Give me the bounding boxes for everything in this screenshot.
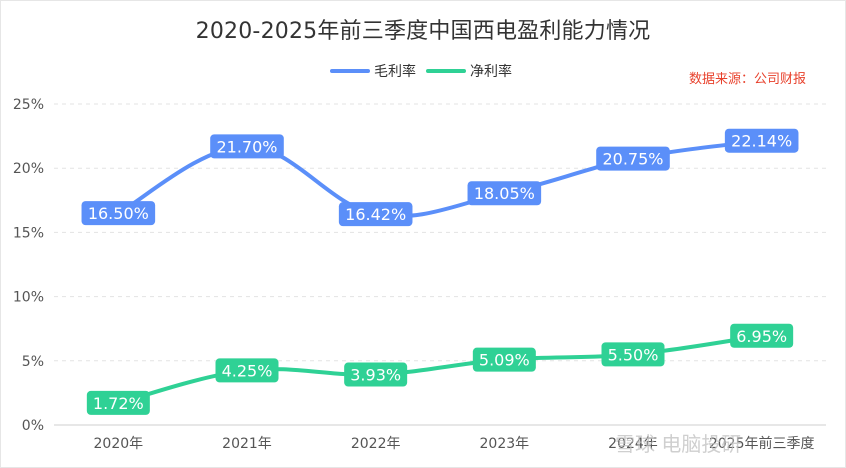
data-label-box — [215, 358, 279, 383]
x-tick-label: 2022年 — [351, 436, 401, 452]
data-label-box — [467, 181, 542, 206]
x-tick-label: 2023年 — [480, 436, 530, 452]
data-label: 3.93% — [350, 366, 401, 385]
source-note: 数据来源：公司财报 — [688, 72, 806, 87]
data-label: 6.95% — [736, 327, 787, 346]
series-line — [116, 333, 764, 405]
legend-label: 毛利率 — [374, 63, 416, 80]
data-label: 1.72% — [93, 394, 144, 413]
data-label: 16.50% — [88, 204, 149, 223]
y-tick-label: 0% — [22, 418, 44, 434]
x-tick-label: 2021年 — [222, 436, 272, 452]
y-axis: 0% 5% 10% 15% 20% 25% — [13, 97, 44, 434]
chart-title: 2020-2025年前三季度中国西电盈利能力情况 — [195, 19, 651, 44]
x-tick-label: 2020年 — [94, 436, 144, 452]
data-label-box — [601, 342, 665, 367]
data-label-box — [724, 128, 799, 153]
data-label: 21.70% — [216, 137, 277, 156]
x-tick-label: 2025年前三季度 — [709, 435, 815, 452]
data-label-box — [338, 202, 413, 227]
data-label: 4.25% — [222, 361, 273, 380]
data-label: 22.14% — [731, 132, 792, 151]
data-label: 16.42% — [345, 205, 406, 224]
data-label: 18.05% — [474, 184, 535, 203]
y-tick-label: 20% — [13, 161, 44, 177]
watermark-text: 雪球 电脑投研 — [615, 432, 741, 456]
y-tick-label: 5% — [22, 354, 44, 370]
data-label-box — [472, 347, 536, 372]
series-lines — [116, 138, 764, 405]
x-axis: 2020年 2021年 2022年 2023年 2024年 2025年前三季度 — [94, 435, 815, 452]
data-label-box — [86, 390, 150, 415]
legend: 毛利率 净利率 — [330, 63, 512, 80]
y-tick-label: 10% — [13, 290, 44, 306]
data-label-box — [344, 362, 408, 387]
data-label: 5.50% — [608, 345, 659, 364]
data-labels: 16.50% 21.70% 16.42% 18.05% 20.75% 22.14% 1.72… — [81, 128, 799, 415]
legend-label: 净利率 — [470, 63, 512, 80]
data-label-box — [81, 201, 156, 226]
y-tick-label: 25% — [13, 97, 44, 113]
data-label: 5.09% — [479, 351, 530, 370]
data-label: 20.75% — [602, 150, 663, 169]
data-label-box — [210, 134, 284, 159]
y-tick-label: 15% — [13, 225, 44, 241]
data-label-box — [730, 323, 794, 348]
gridlines — [54, 103, 826, 426]
data-label-box — [596, 146, 670, 171]
x-tick-label: 2024年 — [608, 436, 658, 452]
